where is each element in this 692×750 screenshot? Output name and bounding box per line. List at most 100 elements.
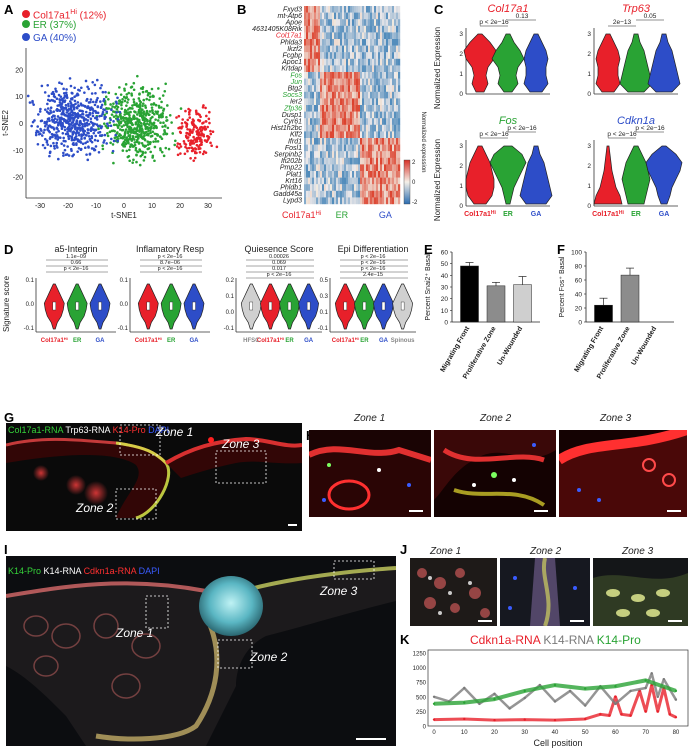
tsne-point <box>143 138 147 142</box>
heatmap-gene-label: Krtdap <box>281 66 302 73</box>
tsne-point <box>44 108 47 111</box>
heatmap-cell <box>320 12 323 20</box>
heatmap-cell <box>378 12 381 20</box>
heatmap-cell <box>348 58 351 66</box>
heatmap-cell <box>358 6 361 13</box>
heatmap-cell <box>394 45 397 53</box>
tsne-point <box>86 119 90 122</box>
heatmap-cell <box>392 25 395 33</box>
tsne-point <box>51 135 54 139</box>
violin-d-xlabel: GA <box>304 338 314 344</box>
tsne-point <box>200 125 203 129</box>
heatmap-cell <box>396 78 399 86</box>
tsne-point <box>68 100 72 103</box>
heatmap-cell <box>308 58 311 66</box>
line-point <box>432 695 436 698</box>
heatmap-cell <box>346 32 349 40</box>
tsne-point <box>79 129 82 132</box>
heatmap-cell <box>352 151 355 158</box>
heatmap-cell <box>314 138 317 145</box>
heatmap-cell <box>368 45 371 53</box>
heatmap-cell <box>388 105 391 112</box>
heatmap-cell <box>346 25 349 33</box>
heatmap-cell <box>316 39 319 46</box>
heatmap-cell <box>372 190 375 198</box>
heatmap-cell <box>384 78 387 86</box>
heatmap-cell <box>374 52 377 59</box>
heatmap-cell <box>304 58 307 66</box>
y-tick-label: 0.0 <box>26 302 35 308</box>
line-point <box>674 698 678 701</box>
heatmap-cell <box>356 144 359 152</box>
heatmap-cell <box>388 52 391 59</box>
heatmap-cell <box>370 111 373 119</box>
heatmap-cell <box>368 105 371 112</box>
heatmap-cell <box>324 164 327 172</box>
heatmap-cell <box>390 105 393 112</box>
heatmap-cell <box>374 144 377 152</box>
heatmap-cell <box>304 85 307 92</box>
heatmap-cell <box>346 131 349 139</box>
heatmap-cell <box>398 39 401 46</box>
image-j-zone-3 <box>593 558 688 626</box>
heatmap-cell <box>376 45 379 53</box>
tsne-point <box>62 151 65 155</box>
heatmap-cell <box>360 124 363 132</box>
heatmap-cell <box>344 177 347 185</box>
heatmap-cell <box>354 85 357 92</box>
heatmap-cell <box>318 6 321 13</box>
x-tick-label: 10 <box>148 203 156 210</box>
heatmap-cell <box>316 6 319 13</box>
heatmap-cell <box>380 111 383 119</box>
tsne-point <box>148 126 152 130</box>
heatmap-cell <box>372 197 375 205</box>
heatmap-cell <box>356 171 359 178</box>
tsne-point <box>56 115 60 118</box>
heatmap-cell <box>314 12 317 20</box>
heatmap-cell <box>378 197 381 205</box>
tsne-point <box>51 90 55 94</box>
line-point <box>493 697 496 701</box>
heatmap-cell <box>342 52 345 59</box>
heatmap-cell <box>344 151 347 158</box>
tsne-point <box>145 118 149 122</box>
tsne-point <box>42 131 45 134</box>
tsne-point <box>125 96 129 99</box>
bar <box>460 265 479 323</box>
heatmap-cell <box>380 157 383 165</box>
tsne-point <box>58 81 61 85</box>
bar <box>513 284 532 323</box>
violin-d-xlabel-sup: Hi <box>280 336 284 341</box>
heatmap-cell <box>380 85 383 92</box>
tsne-point <box>125 136 129 139</box>
heatmap-cell <box>350 98 353 106</box>
legend-pct: (40%) <box>46 33 77 44</box>
heatmap-cell <box>356 184 359 191</box>
heatmap-cell <box>336 190 339 198</box>
violin-d-xlabel: ER <box>167 338 176 344</box>
heatmap-cell <box>358 124 361 132</box>
heatmap-cell <box>356 164 359 172</box>
y-tick-label: -0.1 <box>318 326 329 332</box>
heatmap-cell <box>366 98 369 106</box>
tsne-point <box>148 98 151 102</box>
heatmap-cell <box>346 91 349 99</box>
heatmap-cell <box>338 12 341 20</box>
tsne-legend: Col17a1Hi (12%) ER (37%) GA (40%) <box>22 6 106 45</box>
heatmap-cell <box>398 65 401 73</box>
heatmap-cell <box>398 177 401 185</box>
heatmap-cell <box>332 65 335 73</box>
tsne-point <box>97 124 100 128</box>
heatmap-cell <box>384 105 387 112</box>
heatmap-cell <box>310 72 313 79</box>
tsne-point <box>191 123 195 126</box>
tsne-point <box>132 100 136 104</box>
heatmap-cell <box>338 45 341 53</box>
heatmap: Fxyd3mt-Atp6Apoe4631405K08RikCol17a1Phld… <box>252 6 426 220</box>
tsne-point <box>52 114 55 117</box>
heatmap-cell <box>360 138 363 145</box>
heatmap-cell <box>352 184 355 191</box>
tsne-point <box>40 134 44 137</box>
x-category-label: Migrating Front <box>574 325 606 374</box>
heatmap-cell <box>374 177 377 185</box>
